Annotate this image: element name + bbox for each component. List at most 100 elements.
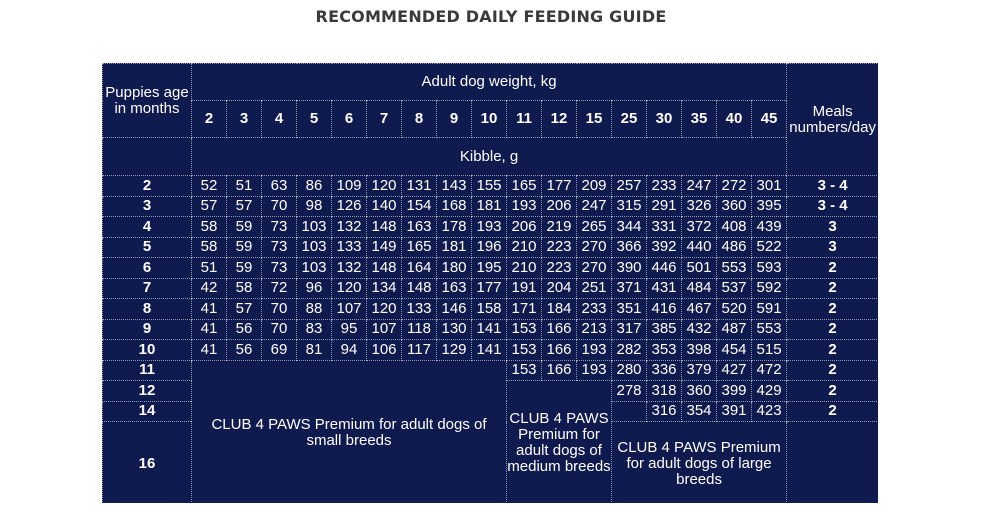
value-cell: 153 [506, 339, 542, 361]
value-cell: 520 [716, 298, 752, 320]
value-cell: 41 [191, 339, 227, 361]
value-cell: 398 [681, 339, 717, 361]
meals-cell: 2 [786, 318, 880, 340]
value-cell: 153 [506, 318, 542, 340]
product-label-small: CLUB 4 PAWS Premium for adult dogs of sm… [191, 359, 507, 506]
value-cell: 440 [681, 236, 717, 258]
value-cell: 196 [471, 236, 507, 258]
value-cell: 69 [261, 339, 297, 361]
age-cell: 10 [102, 339, 192, 361]
value-cell: 166 [541, 339, 577, 361]
weight-header-cell: 40 [716, 100, 752, 138]
age-cell: 2 [102, 175, 192, 197]
weight-header-cell: 45 [750, 100, 788, 138]
value-cell: 317 [611, 318, 647, 340]
value-cell: 180 [436, 257, 472, 279]
value-cell: 154 [401, 195, 437, 217]
value-cell: 454 [716, 339, 752, 361]
value-cell: 193 [471, 216, 507, 238]
value-cell: 163 [436, 277, 472, 299]
value-cell: 158 [471, 298, 507, 320]
table-row: 16 CLUB 4 PAWS Premium for adult dogs of … [102, 421, 880, 506]
weight-header-cell: 8 [401, 100, 437, 138]
value-cell: 206 [506, 216, 542, 238]
value-cell: 486 [716, 236, 752, 258]
value-cell: 155 [471, 175, 507, 197]
meals-cell: 2 [786, 257, 880, 279]
age-cell: 6 [102, 257, 192, 279]
value-cell: 233 [646, 175, 682, 197]
value-cell: 193 [506, 195, 542, 217]
weight-header-cell: 3 [226, 100, 262, 138]
value-cell: 204 [541, 277, 577, 299]
table-row: 11 CLUB 4 PAWS Premium for adult dogs of … [102, 359, 880, 506]
weight-header-cell: 4 [261, 100, 297, 138]
value-cell: 291 [646, 195, 682, 217]
age-cell: 9 [102, 318, 192, 340]
value-cell: 72 [261, 277, 297, 299]
value-cell: 184 [541, 298, 577, 320]
value-cell: 56 [226, 339, 262, 361]
value-cell: 326 [681, 195, 717, 217]
weight-header-cell: 15 [576, 100, 612, 138]
value-cell: 181 [471, 195, 507, 217]
kibble-header: Kibble, g [190, 137, 788, 176]
value-cell: 166 [541, 318, 577, 340]
page-title: RECOMMENDED DAILY FEEDING GUIDE [315, 7, 667, 26]
value-cell: 132 [331, 257, 367, 279]
value-cell: 148 [366, 216, 402, 238]
value-cell: 223 [541, 257, 577, 279]
value-cell: 57 [226, 298, 262, 320]
age-header-line-1: Puppies age [105, 83, 189, 101]
value-cell: 120 [366, 298, 402, 320]
value-cell: 360 [716, 195, 752, 217]
value-cell: 219 [541, 216, 577, 238]
value-cell: 593 [750, 257, 788, 279]
value-cell: 141 [471, 339, 507, 361]
value-cell: 553 [750, 318, 788, 340]
value-cell: 59 [226, 236, 262, 258]
value-cell: 96 [296, 277, 332, 299]
value-cell: 522 [750, 236, 788, 258]
value-cell: 141 [471, 318, 507, 340]
value-cell: 247 [576, 195, 612, 217]
value-cell: 416 [646, 298, 682, 320]
table-row: 3 57 57 70 98 126 140 154 168 181 193 206 247 315 291 3… [102, 195, 880, 217]
value-cell: 88 [296, 298, 332, 320]
value-cell: 164 [401, 257, 437, 279]
value-cell: 351 [611, 298, 647, 320]
table-row: 9 41 56 70 83 95 107 118 130 141 153 166 213 317 385 43… [102, 318, 880, 340]
value-cell: 206 [541, 195, 577, 217]
value-cell: 126 [331, 195, 367, 217]
product-label-medium: CLUB 4 PAWS Premium for adult dogs of me… [506, 380, 612, 506]
value-cell: 270 [576, 257, 612, 279]
value-cell: 58 [226, 277, 262, 299]
value-cell: 427 [716, 359, 752, 381]
age-cell: 14 [102, 400, 192, 422]
weight-header-cell: 25 [611, 100, 647, 138]
table-row: 6 51 59 73 103 132 148 164 180 195 210 223 270 390 446… [102, 257, 880, 279]
value-cell: 423 [750, 400, 788, 422]
value-cell: 399 [716, 380, 752, 402]
value-cell: 41 [191, 298, 227, 320]
value-cell: 118 [401, 318, 437, 340]
value-cell: 120 [366, 175, 402, 197]
value-cell: 210 [506, 257, 542, 279]
value-cell: 193 [576, 359, 612, 381]
value-cell: 316 [646, 400, 682, 422]
value-cell: 392 [646, 236, 682, 258]
value-cell: 70 [261, 298, 297, 320]
weight-header-cell: 2 [191, 100, 227, 138]
weight-header-cell: 5 [296, 100, 332, 138]
value-cell: 467 [681, 298, 717, 320]
value-cell: 166 [541, 359, 577, 381]
weight-header-cell: 9 [436, 100, 472, 138]
value-cell: 149 [366, 236, 402, 258]
value-cell: 195 [471, 257, 507, 279]
value-cell: 81 [296, 339, 332, 361]
age-cell: 5 [102, 236, 192, 258]
value-cell: 331 [646, 216, 682, 238]
value-cell: 379 [681, 359, 717, 381]
age-cell: 11 [102, 359, 192, 381]
meals-cell: 3 [786, 236, 880, 258]
